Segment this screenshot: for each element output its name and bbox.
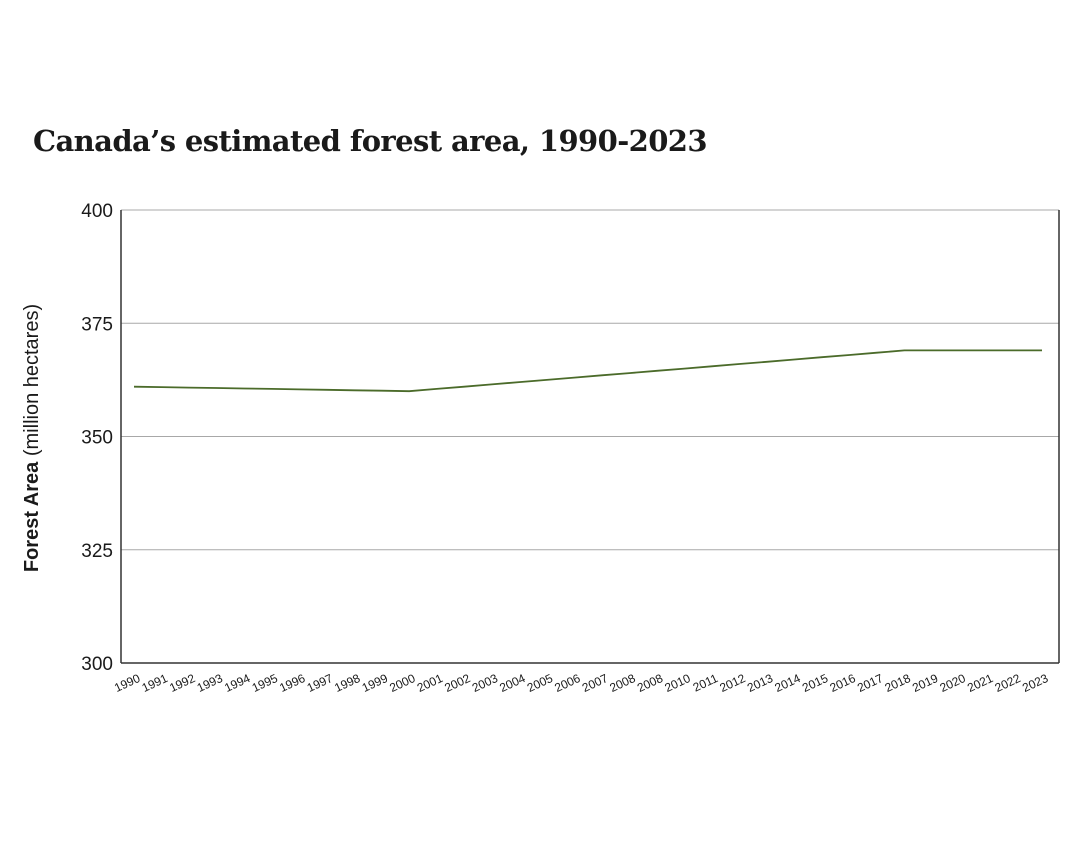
x-tick-label: 2011 <box>691 671 721 695</box>
x-tick-label: 2008 <box>607 671 637 695</box>
x-tick-label: 2004 <box>497 671 527 695</box>
x-tick-label: 2010 <box>662 671 692 695</box>
grid-lines <box>121 209 1059 551</box>
x-tick-label: 1993 <box>195 671 225 695</box>
x-tick-label: 2008 <box>635 671 665 695</box>
y-tick-label: 400 <box>81 201 113 222</box>
x-tick-label: 2022 <box>993 671 1023 695</box>
x-tick-label: 2018 <box>883 671 913 695</box>
x-tick-label: 2012 <box>717 671 747 695</box>
x-tick-label: 2001 <box>415 671 445 695</box>
y-tick-label: 375 <box>81 314 113 335</box>
x-tick-label: 2007 <box>580 671 610 695</box>
y-tick-labels: 300 325 350 375 400 <box>81 201 113 675</box>
x-tick-label: 2023 <box>1020 671 1050 695</box>
x-tick-label: 2021 <box>965 671 995 695</box>
y-tick-label: 325 <box>81 541 113 562</box>
x-tick-label: 2005 <box>525 671 555 695</box>
y-tick-label: 350 <box>81 428 113 449</box>
x-tick-label: 1995 <box>250 671 280 695</box>
y-axis-label-main: Forest Area <box>21 461 43 572</box>
x-tick-label: 2006 <box>552 671 582 695</box>
x-tick-label: 1998 <box>332 671 362 695</box>
y-axis-label: Forest Area (million hectares) <box>21 304 43 572</box>
x-tick-label: 2013 <box>745 671 775 695</box>
x-tick-label: 2002 <box>442 671 472 695</box>
x-tick-label: 1992 <box>167 671 197 695</box>
y-axis-label-unit: (million hectares) <box>21 304 43 456</box>
y-tick-label: 300 <box>81 654 113 675</box>
x-tick-label: 1991 <box>140 671 170 695</box>
x-tick-label: 1997 <box>305 671 335 695</box>
series-layer <box>133 349 1042 393</box>
x-tick-label: 2019 <box>910 671 940 695</box>
x-tick-label: 2015 <box>800 671 830 695</box>
x-tick-label: 1999 <box>360 671 390 695</box>
x-tick-label: 2003 <box>470 671 500 695</box>
axes <box>120 210 1060 664</box>
x-tick-labels: 1990199119921993199419951996199719981999… <box>112 671 1050 695</box>
x-tick-label: 2014 <box>773 671 803 695</box>
x-tick-label: 1994 <box>222 671 252 695</box>
x-tick-label: 2017 <box>855 671 885 695</box>
x-tick-label: 1996 <box>277 671 307 695</box>
x-tick-label: 2016 <box>828 671 858 695</box>
x-tick-label: 2000 <box>387 671 417 695</box>
chart-title: Canada’s estimated forest area, 1990-202… <box>33 124 708 158</box>
x-tick-label: 1990 <box>112 671 142 695</box>
x-tick-label: 2020 <box>938 671 968 695</box>
series-line <box>133 349 1042 393</box>
